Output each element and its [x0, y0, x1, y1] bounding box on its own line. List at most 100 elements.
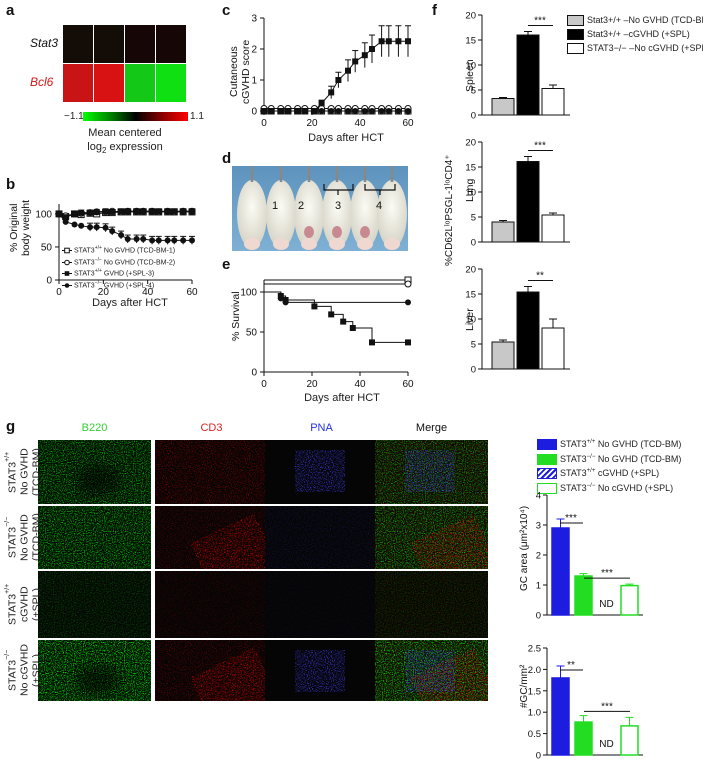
cd4-bars-legend: Stat3+/+ –No GVHD (TCD-BM) Stat3+/+ –cGVH… [567, 13, 703, 55]
micro-channel [405, 450, 455, 492]
micro-channel [38, 571, 151, 638]
survival-panel: % Survival 0 20 40 60 0 50 100 Days after HCT [216, 256, 431, 416]
heatmap-cell [94, 64, 124, 102]
mouse-photo-image [232, 166, 408, 251]
legend-text: STAT3−/− –No cGVHD (+SPL) [587, 43, 703, 53]
data-point [385, 108, 392, 114]
data-point [155, 208, 162, 215]
data-point [180, 237, 187, 244]
bar [551, 527, 570, 616]
x-tick-label: 60 [402, 379, 414, 390]
y-tick-label: 0 [471, 365, 476, 376]
micro-channel [265, 571, 378, 638]
body-weight-chart: 0 20 40 60 0 50 100 [35, 204, 198, 298]
legend-marker [62, 259, 72, 265]
gene-label-bcl6: Bcl6 [30, 75, 54, 89]
micro-row-graft: (TCD-BM) [30, 448, 43, 496]
data-point [345, 67, 351, 74]
micro-channel [155, 440, 268, 504]
y-tick-label: 2 [536, 551, 541, 562]
micro-channel [38, 506, 151, 569]
micro-layers [375, 640, 488, 701]
micro-row-graft: (+SPL) [30, 588, 43, 621]
data-point [62, 214, 69, 221]
mouse-label-4: 4 [376, 200, 383, 212]
bar [491, 341, 515, 370]
data-point [118, 232, 125, 239]
scale-min-label: −1.1 [64, 111, 84, 122]
data-point [328, 108, 335, 114]
legend-swatch [567, 29, 584, 41]
data-point [261, 108, 267, 114]
panel-label-d: d [222, 150, 232, 167]
legend-text: STAT3 [560, 482, 587, 493]
data-point [352, 58, 359, 65]
micro-row-label: STAT3−/− No cGVHD (+SPL) [2, 640, 63, 701]
survival-point [282, 299, 289, 306]
data-point [87, 224, 94, 231]
data-point [155, 237, 162, 244]
data-point [124, 208, 131, 215]
legend-text: STAT3 [72, 270, 95, 278]
micro-column-label: B220 [81, 422, 108, 434]
legend-item: STAT3+/+ No GVHD (TCD-BM) [537, 436, 681, 451]
scale-legend-title: Mean centered [88, 127, 162, 139]
micro-dark-region [76, 665, 120, 695]
data-point [395, 108, 402, 114]
data-point [335, 77, 342, 83]
micro-layers [155, 571, 268, 638]
data-point [189, 208, 195, 215]
y-tick-label: 100 [35, 209, 52, 220]
y-tick-label: 0 [536, 751, 541, 762]
heatmap-cell [125, 25, 155, 63]
y-tick-label: 0 [536, 611, 541, 622]
skin-lesion [304, 226, 314, 238]
bar [574, 575, 593, 616]
legend-genotype: +/+ [94, 245, 102, 251]
data-point [78, 222, 85, 229]
micro-channel [295, 650, 345, 692]
x-tick-label: 20 [306, 118, 318, 129]
significance-label: ** [536, 271, 544, 282]
panel-label-a: a [6, 2, 15, 19]
y-tick-label: 100 [240, 288, 257, 299]
legend-text: STAT3 [560, 439, 587, 449]
micro-channel [155, 571, 268, 638]
micro-column-label: Merge [415, 422, 448, 434]
x-tick-label: 0 [56, 287, 62, 298]
survival-point [404, 280, 412, 288]
mouse-body [350, 180, 380, 248]
legend-swatch [567, 43, 584, 55]
data-point [268, 108, 275, 114]
data-point [405, 38, 411, 45]
legend-item: STAT3+/+ GVHD (+SPL-3) [62, 267, 175, 279]
y-tick-label: 1.5 [528, 686, 541, 697]
legend-text: STAT3 [72, 281, 95, 289]
micro-row-graft: (+SPL) [30, 654, 43, 687]
significance-label: *** [534, 16, 546, 27]
y-tick-label: 0 [251, 107, 257, 118]
mouse-label-3: 3 [335, 200, 342, 212]
data-point [369, 46, 375, 52]
data-point [335, 108, 342, 114]
heatmap-cell [63, 64, 93, 102]
micro-row-genotype: −/− [4, 516, 11, 527]
x-tick-label: 20 [306, 379, 318, 390]
body-weight-xlabel: Days after HCT [92, 297, 168, 309]
legend-genotype: −/− [586, 453, 596, 460]
micro-row-genotype: +/+ [4, 451, 11, 462]
data-point [180, 208, 187, 215]
body-weight-legend: STAT3+/+ No GVHD (TCD-BM-1) STAT3−/− No … [62, 244, 175, 290]
legend-genotype: −/− [94, 279, 102, 286]
microscopy-grid [38, 440, 488, 753]
x-tick-label: 0 [261, 379, 267, 390]
micro-layers [375, 571, 488, 638]
legend-text: STAT3 [560, 468, 587, 478]
significance-label: *** [565, 513, 577, 524]
data-point [71, 221, 78, 228]
data-point [109, 208, 116, 215]
significance-label: *** [601, 701, 613, 712]
panel-label-g: g [6, 418, 16, 435]
skin-lesion [332, 226, 342, 238]
legend-text: STAT3 [560, 453, 587, 464]
